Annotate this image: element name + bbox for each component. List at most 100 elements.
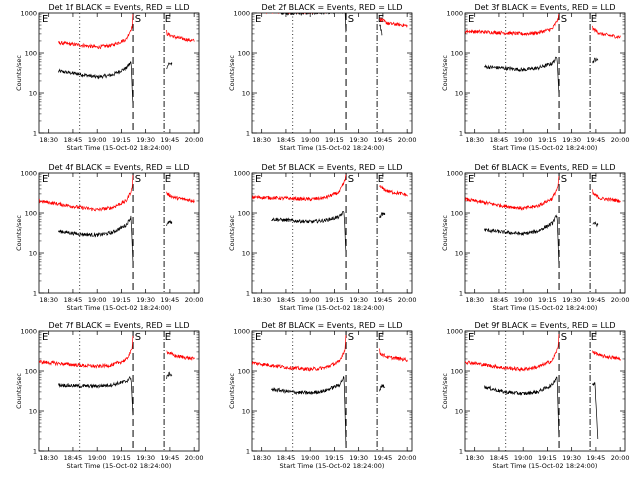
series-lld-line [166,350,195,361]
marker-e: E [591,14,597,25]
x-axis-label: Start Time (15-Oct-02 18:24:00) [493,304,598,312]
x-axis-label: Start Time (15-Oct-02 18:24:00) [493,462,598,470]
x-tick-label: 19:15 [325,296,344,304]
marker-s: S [561,332,567,343]
x-tick-label: 20:00 [398,136,417,144]
series-lld-line [465,176,560,211]
marker-e: E [165,14,171,25]
x-axis-label: Start Time (15-Oct-02 18:24:00) [280,462,385,470]
panel-det-9: Det 9f BLACK = Events, RED = LLD 1 10 100 10… [441,321,630,470]
x-tick-label: 19:00 [301,454,320,462]
marker-s: S [135,332,141,343]
series-lld-line [379,185,408,197]
y-tick-label: 100 [25,50,37,58]
series-lld-line [465,13,560,37]
series-events-line [166,219,173,226]
panel-title: Det 1f BLACK = Events, RED = LLD [48,3,189,12]
marker-s: S [561,174,567,185]
x-tick-label: 18:45 [490,296,509,304]
plot-frame [38,12,200,134]
x-tick-label: 18:45 [277,136,296,144]
marker-e-left: E [42,14,48,25]
series-events-line [484,214,560,264]
panel-det-3: Det 3f BLACK = Events, RED = LLD 1 10 100 10… [441,3,630,152]
x-tick-label: 18:45 [64,296,83,304]
series-lld-line [592,350,621,361]
marker-s: S [135,14,141,25]
series-events-line [58,215,134,262]
x-tick-label: 19:30 [562,454,581,462]
x-axis-label: Start Time (15-Oct-02 18:24:00) [67,144,172,152]
x-tick-label: 20:00 [185,296,204,304]
y-tick-label: 1 [33,448,37,456]
series-events-line [484,56,560,94]
series-lld-line [379,348,408,363]
x-tick-label: 19:45 [587,296,606,304]
x-tick-label: 18:30 [252,296,271,304]
y-axis-label: Counts/sec [441,55,449,91]
panel-det-8: Det 8f BLACK = Events, RED = LLD 1 10 100 10… [228,321,417,470]
y-tick-label: 100 [451,210,463,218]
plot-frame [251,12,413,134]
x-tick-label: 18:30 [465,136,484,144]
x-tick-label: 19:00 [514,136,533,144]
x-tick-label: 19:30 [136,454,155,462]
y-axis-label: Counts/sec [441,373,449,409]
x-tick-label: 18:30 [252,454,271,462]
series-events-line [166,371,173,379]
marker-e: E [378,174,384,185]
y-axis-label: Counts/sec [228,55,236,91]
marker-e-left: E [468,14,474,25]
x-tick-label: 19:15 [538,136,557,144]
plot-frame [464,12,626,134]
y-tick-label: 100 [25,368,37,376]
x-tick-label: 19:45 [374,454,393,462]
y-tick-label: 100 [238,50,250,58]
x-tick-label: 18:30 [252,136,271,144]
marker-e: E [591,332,597,343]
x-tick-label: 19:45 [587,136,606,144]
x-tick-label: 19:30 [349,454,368,462]
series-events-line [592,381,599,440]
y-tick-label: 1 [33,130,37,138]
series-lld-line [166,191,195,204]
y-tick-label: 10 [29,250,37,258]
series-lld-line [39,175,134,212]
y-tick-label: 1 [459,448,463,456]
x-tick-label: 19:45 [587,454,606,462]
y-tick-label: 1 [33,290,37,298]
y-tick-label: 1 [459,130,463,138]
marker-e-left: E [255,332,261,343]
x-tick-label: 19:00 [88,296,107,304]
x-tick-label: 19:15 [112,454,131,462]
y-tick-label: 1000 [20,170,37,178]
x-tick-label: 20:00 [611,454,630,462]
y-tick-label: 100 [25,210,37,218]
x-tick-label: 18:45 [490,454,509,462]
series-lld-line [592,25,621,40]
y-tick-label: 1000 [20,10,37,18]
plot-frame [38,330,200,452]
x-tick-label: 18:30 [465,454,484,462]
series-events-line [379,384,386,392]
x-axis-label: Start Time (15-Oct-02 18:24:00) [280,144,385,152]
x-tick-label: 19:15 [112,136,131,144]
y-tick-label: 100 [238,368,250,376]
x-tick-label: 19:30 [562,136,581,144]
y-axis-label: Counts/sec [441,215,449,251]
y-tick-label: 10 [242,408,250,416]
x-tick-label: 18:30 [39,454,58,462]
x-tick-label: 20:00 [611,136,630,144]
y-tick-label: 10 [242,90,250,98]
x-tick-label: 19:00 [301,296,320,304]
y-tick-label: 100 [451,368,463,376]
series-lld-line [379,17,408,28]
x-tick-label: 19:15 [325,136,344,144]
y-tick-label: 10 [242,250,250,258]
y-tick-label: 10 [455,90,463,98]
x-axis-label: Start Time (15-Oct-02 18:24:00) [493,144,598,152]
x-tick-label: 20:00 [611,296,630,304]
x-tick-label: 19:45 [374,296,393,304]
series-events-line [271,210,347,252]
